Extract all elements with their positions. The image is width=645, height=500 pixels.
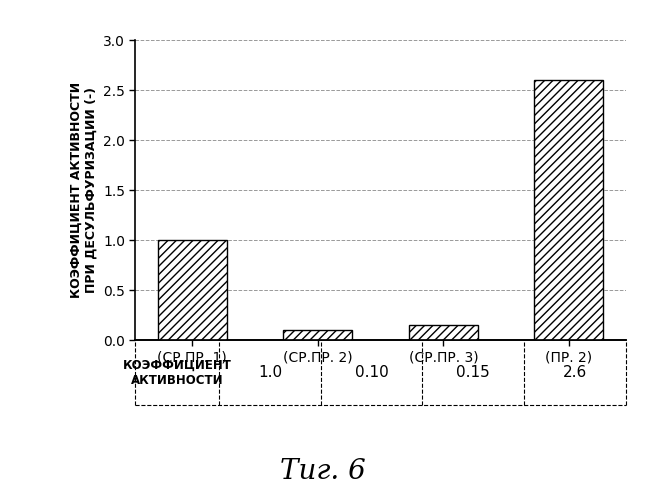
- Y-axis label: КОЭФФИЦИЕНТ АКТИВНОСТИ
ПРИ ДЕСУЛЬФУРИЗАЦИИ (-): КОЭФФИЦИЕНТ АКТИВНОСТИ ПРИ ДЕСУЛЬФУРИЗАЦ…: [70, 82, 97, 298]
- Text: КОЭФФИЦИЕНТ
АКТИВНОСТИ: КОЭФФИЦИЕНТ АКТИВНОСТИ: [123, 358, 232, 386]
- Bar: [283, 330, 352, 340]
- Text: 2.6: 2.6: [562, 365, 587, 380]
- Bar: [534, 80, 603, 340]
- Text: Τиг. 6: Τиг. 6: [280, 458, 365, 485]
- Text: 0.15: 0.15: [457, 365, 490, 380]
- Text: 0.10: 0.10: [355, 365, 388, 380]
- Bar: [158, 240, 227, 340]
- Bar: [409, 325, 478, 340]
- Text: 1.0: 1.0: [258, 365, 282, 380]
